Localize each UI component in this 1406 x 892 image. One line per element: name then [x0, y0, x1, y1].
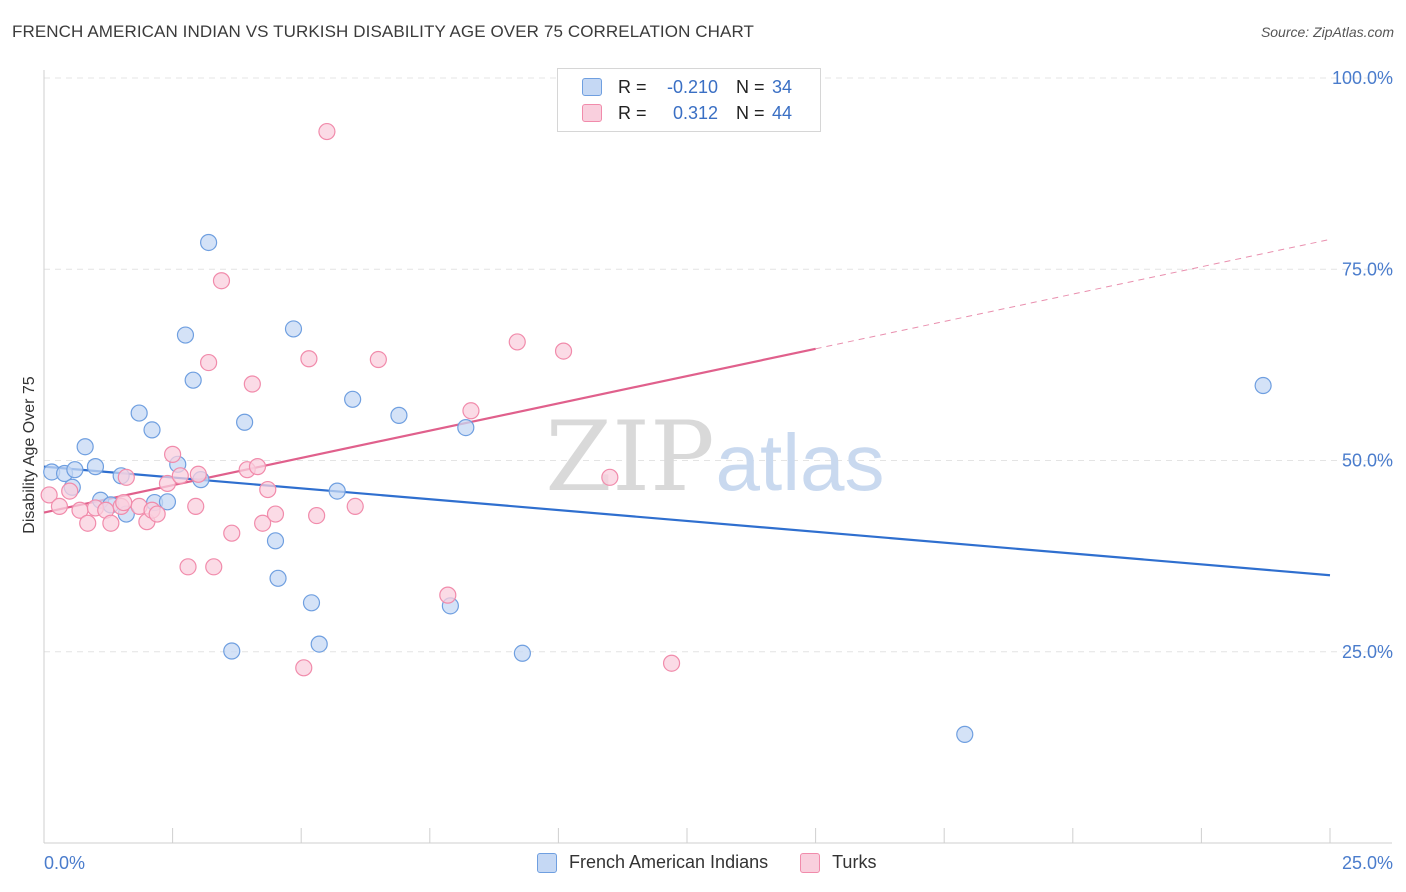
- point-turks: [115, 493, 133, 512]
- point-turks: [205, 558, 223, 576]
- series-legend: French American Indians Turks: [537, 852, 908, 873]
- point-turks: [266, 505, 285, 523]
- point-french-american-indians: [158, 493, 177, 511]
- point-french-american-indians: [143, 421, 161, 439]
- legend-swatch-blue: [582, 78, 602, 96]
- point-french-american-indians: [269, 569, 287, 587]
- point-turks: [61, 482, 79, 500]
- y-axis-label: Disability Age Over 75: [21, 376, 38, 534]
- point-turks: [171, 467, 189, 485]
- correlation-legend: R = -0.210 N = 34 R = 0.312 N = 44: [557, 68, 821, 132]
- legend-item-french-american-indians[interactable]: French American Indians: [537, 852, 768, 873]
- point-turks: [243, 375, 261, 393]
- legend-n-value: 44: [772, 102, 793, 123]
- point-french-american-indians: [200, 233, 218, 252]
- point-turks: [158, 474, 177, 493]
- legend-n-label: N =: [736, 102, 765, 123]
- legend-label: French American Indians: [569, 852, 769, 872]
- point-french-american-indians: [457, 419, 475, 437]
- point-french-american-indians: [390, 406, 408, 424]
- point-turks: [439, 586, 457, 604]
- point-turks: [369, 350, 387, 369]
- point-french-american-indians: [284, 320, 303, 338]
- legend-r-value: -0.210: [666, 76, 718, 97]
- chart-title: FRENCH AMERICAN INDIAN VS TURKISH DISABI…: [12, 22, 755, 41]
- source-label: Source: ZipAtlas.com: [1260, 24, 1394, 40]
- point-turks: [300, 350, 318, 368]
- point-turks: [189, 465, 207, 483]
- point-french-american-indians: [1254, 376, 1272, 395]
- point-turks: [79, 514, 97, 532]
- point-turks: [462, 402, 480, 420]
- legend-swatch-pink: [582, 104, 602, 122]
- legend-n-value: 34: [772, 76, 793, 97]
- point-french-american-indians: [344, 390, 362, 408]
- point-french-american-indians: [956, 725, 974, 743]
- watermark-zip: ZIP: [545, 401, 714, 513]
- legend-row-blue: R = -0.210 N = 34: [582, 75, 792, 99]
- point-french-american-indians: [223, 642, 241, 660]
- point-turks: [254, 514, 272, 532]
- legend-r-value: 0.312: [672, 102, 718, 123]
- legend-row-pink: R = 0.312 N = 44: [582, 101, 792, 125]
- point-turks: [164, 445, 182, 463]
- point-turks: [295, 659, 313, 677]
- legend-swatch-pink: [800, 852, 821, 873]
- point-turks: [508, 333, 526, 351]
- legend-r-label: R =: [618, 102, 647, 123]
- x-tick-label: 0.0%: [44, 853, 85, 873]
- point-turks: [346, 497, 364, 515]
- point-french-american-indians: [86, 458, 105, 476]
- legend-swatch-blue: [537, 852, 557, 873]
- point-turks: [200, 353, 218, 372]
- point-french-american-indians: [302, 594, 321, 612]
- watermark-atlas: atlas: [716, 418, 885, 507]
- point-turks: [248, 458, 267, 476]
- axes: [43, 70, 1392, 844]
- point-french-american-indians: [184, 371, 202, 389]
- point-french-american-indians: [176, 326, 195, 344]
- point-turks: [148, 505, 166, 523]
- trendline-french-american-indians: [43, 465, 1331, 577]
- point-turks: [117, 468, 135, 486]
- y-tick-label: 50.0%: [1342, 451, 1393, 471]
- point-turks: [259, 480, 277, 499]
- point-turks: [601, 468, 619, 486]
- y-tick-label: 100.0%: [1332, 68, 1393, 88]
- trendline-turks-extension: [815, 238, 1331, 350]
- point-turks: [102, 514, 120, 532]
- legend-r-label: R =: [618, 76, 647, 97]
- point-french-american-indians: [310, 635, 328, 653]
- x-tick-label: 25.0%: [1342, 853, 1393, 873]
- point-turks: [212, 272, 231, 290]
- legend-label: Turks: [832, 852, 877, 872]
- point-french-american-indians: [76, 438, 94, 456]
- point-turks: [50, 497, 69, 515]
- point-turks: [179, 558, 197, 576]
- point-turks: [40, 486, 58, 504]
- gridlines: [44, 77, 1392, 653]
- point-turks: [223, 524, 241, 542]
- y-tick-label: 25.0%: [1342, 642, 1393, 662]
- point-turks: [308, 506, 326, 525]
- point-turks: [187, 497, 205, 515]
- legend-n-label: N =: [736, 76, 765, 97]
- legend-item-turks[interactable]: Turks: [800, 852, 876, 873]
- point-french-american-indians: [130, 404, 148, 422]
- point-french-american-indians: [236, 413, 254, 431]
- tick-labels: 25.0% 50.0% 75.0% 100.0% 0.0% 25.0%: [44, 68, 1393, 873]
- point-turks: [662, 654, 681, 672]
- point-turks: [554, 342, 573, 360]
- point-french-american-indians: [266, 532, 285, 550]
- y-tick-label: 75.0%: [1342, 259, 1393, 279]
- point-french-american-indians: [66, 461, 84, 479]
- point-french-american-indians: [513, 644, 531, 662]
- point-french-american-indians: [328, 482, 346, 500]
- point-turks: [318, 122, 336, 141]
